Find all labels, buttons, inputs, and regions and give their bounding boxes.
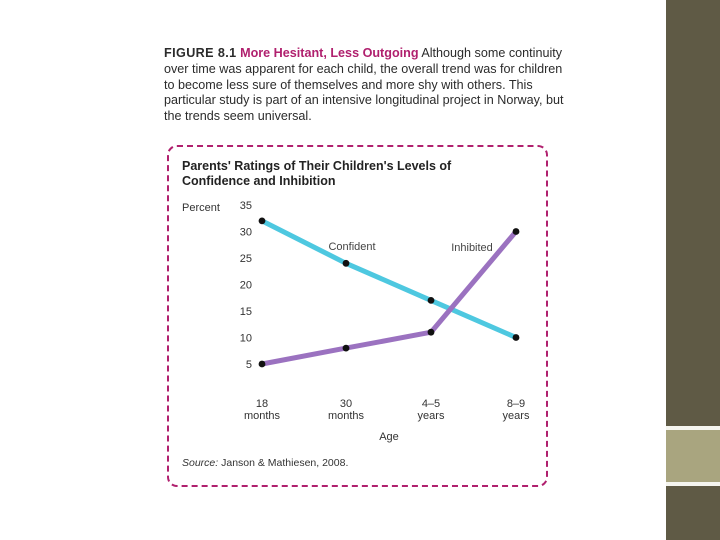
inhibited-data-point [512,228,520,235]
y-tick-label: 5 [246,359,252,371]
figure-title: More Hesitant, Less Outgoing [240,46,419,60]
y-tick-label: 35 [240,200,252,212]
inhibited-data-point [427,328,435,336]
x-tick-label: 30 [340,398,352,410]
y-tick-label: 15 [240,306,252,318]
x-tick-label-unit: years [503,410,530,422]
confident-data-point [342,259,350,267]
y-tick-label: 25 [240,253,252,265]
confident-data-point [427,297,435,304]
source-note: Source: Janson & Mathiesen, 2008. [182,457,348,469]
sidebar-stripe-top [666,426,720,430]
y-axis-label: Percent [182,202,220,214]
confident-data-point [258,217,266,225]
x-axis-label: Age [379,431,399,443]
x-tick-label: 18 [256,398,268,410]
y-tick-label: 20 [240,280,252,292]
chart-title: Parents' Ratings of Their Children's Lev… [182,159,452,188]
x-tick-label: 4–5 [422,398,440,410]
y-tick-label: 10 [240,333,252,345]
inhibited-data-point [258,360,266,368]
inhibited-data-point [342,344,350,352]
y-tick-label: 30 [240,227,252,239]
x-tick-label-unit: months [328,410,365,422]
slide-sidebar [666,0,720,540]
x-tick-label-unit: months [244,410,281,422]
figure-caption-body: Although some continuity over time was a… [164,46,564,124]
inhibited-series-line [259,229,519,367]
confident-data-point [512,334,520,341]
inhibited-series-label: Inhibited [451,242,493,254]
figure-caption: FIGURE 8.1 More Hesitant, Less Outgoing … [164,46,564,125]
source-text: Janson & Mathiesen, 2008. [221,457,349,469]
x-tick-label: 8–9 [507,398,525,410]
figure-label: FIGURE 8.1 [164,46,237,60]
confident-series-line [259,218,519,340]
source-label: Source: [182,457,219,469]
sidebar-accent-block [666,430,720,482]
chart-frame [167,145,548,487]
sidebar-stripe-bottom [666,482,720,486]
confident-series-label: Confident [328,241,375,253]
x-tick-label-unit: years [418,410,445,422]
